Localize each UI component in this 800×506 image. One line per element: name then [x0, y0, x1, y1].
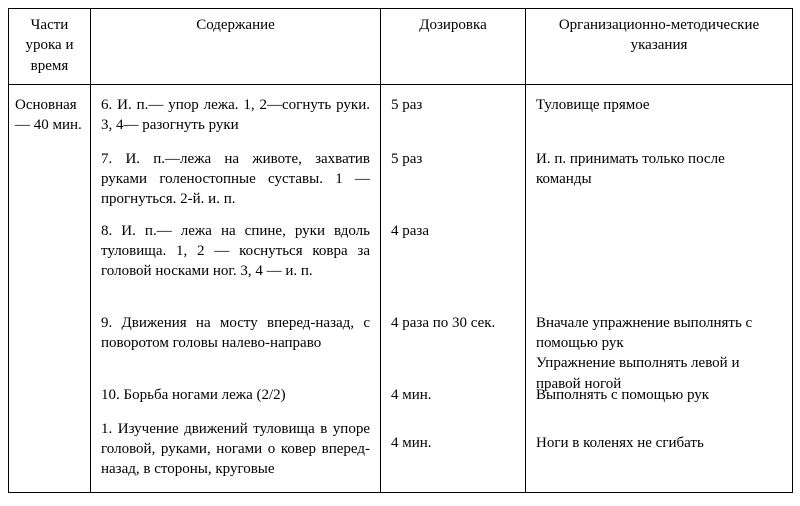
- dose-item: 5 раз: [391, 95, 515, 135]
- content-item: 8. И. п.— лежа на спине, руки вдоль туло…: [101, 221, 370, 299]
- notes-item: И. п. принимать только после команды: [536, 149, 782, 207]
- dose-item: 4 раза по 30 сек.: [391, 313, 515, 371]
- dose-item: 5 раз: [391, 149, 515, 207]
- table-row: Основная — 40 мин. 6. И. п.— упор лежа. …: [9, 84, 793, 492]
- notes-item: Туловище прямое: [536, 95, 782, 135]
- col-header-notes: Организационно-методические указания: [526, 9, 793, 85]
- cell-part: Основная — 40 мин.: [9, 84, 91, 492]
- lesson-plan-table: Части урока и время Содержание Дозировка…: [8, 8, 793, 493]
- notes-item: [536, 221, 782, 299]
- content-item: 1. Изучение движений туловища в упоре го…: [101, 419, 370, 480]
- content-item: 7. И. п.—лежа на животе, захватив руками…: [101, 149, 370, 207]
- dose-item: 4 раза: [391, 221, 515, 299]
- col-header-part: Части урока и время: [9, 9, 91, 85]
- cell-content: 6. И. п.— упор лежа. 1, 2—согнуть руки. …: [91, 84, 381, 492]
- notes-item: Выполнять с помощью рук: [536, 385, 782, 405]
- part-name: Основная: [15, 95, 84, 115]
- notes-item: Вначале упражнение выполнять с помощью р…: [536, 313, 782, 371]
- col-header-content: Содержание: [91, 9, 381, 85]
- dose-item: 4 мин.: [391, 433, 515, 453]
- cell-notes: Туловище прямое И. п. принимать только п…: [526, 84, 793, 492]
- dose-item: 4 мин.: [391, 385, 515, 405]
- content-item: 6. И. п.— упор лежа. 1, 2—согнуть руки. …: [101, 95, 370, 135]
- cell-dose: 5 раз 5 раз 4 раза 4 раза по 30 сек. 4 м…: [381, 84, 526, 492]
- content-item: 9. Движения на мосту вперед-назад, с пов…: [101, 313, 370, 371]
- content-item: 10. Борьба ногами лежа (2/2): [101, 385, 370, 405]
- part-duration: — 40 мин.: [15, 115, 84, 135]
- notes-item: Ноги в коленях не сгибать: [536, 433, 782, 453]
- table-header-row: Части урока и время Содержание Дозировка…: [9, 9, 793, 85]
- col-header-dose: Дозировка: [381, 9, 526, 85]
